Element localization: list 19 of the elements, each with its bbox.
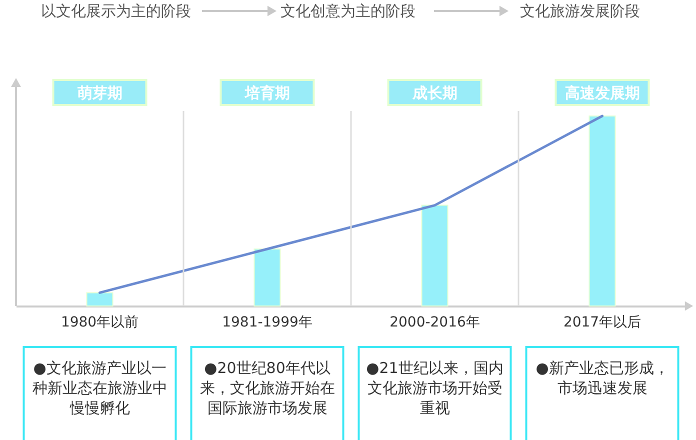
text: ●20世纪80年代以来，文化旅游开始在国际旅游市场发展 [200, 359, 335, 417]
text: 文化旅游发展阶段 [520, 2, 640, 20]
text: 萌芽期 [76, 84, 122, 102]
x-tick-label: 2000-2016年 [390, 314, 480, 330]
text: 文化创意为主的阶段 [280, 2, 416, 20]
x-tick-label: 1980年以前 [60, 314, 139, 330]
bar [86, 292, 114, 306]
text: 成长期 [411, 84, 458, 102]
text: ●21世纪以来，国内文化旅游市场开始受重视 [366, 359, 504, 417]
text: 以文化展示为主的阶段 [41, 2, 191, 20]
text: 高速发展期 [564, 84, 640, 102]
bar [421, 204, 448, 306]
bar [254, 248, 281, 306]
bar [588, 116, 616, 306]
text: ●文化旅游产业以一种新业态在旅游业中慢慢孵化 [32, 359, 168, 417]
x-tick-label: 2017年以后 [563, 314, 642, 330]
x-tick-label: 1981-1999年 [222, 314, 312, 330]
text: ●新产业态已形成，市场迅速发展 [536, 359, 669, 397]
text: 培育期 [244, 84, 290, 102]
